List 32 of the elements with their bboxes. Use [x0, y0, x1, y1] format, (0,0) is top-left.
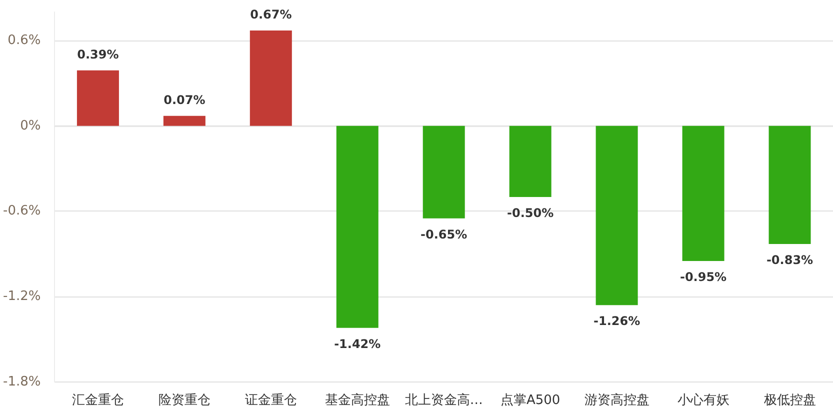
bar: [336, 126, 378, 328]
x-tick-label: 游资高控盘: [584, 392, 650, 408]
x-tick-label: 基金高控盘: [324, 392, 390, 408]
x-tick-label: 险资重仓: [158, 393, 210, 408]
y-tick-label: 0%: [20, 118, 41, 134]
x-tick-label: 小心有妖: [677, 392, 730, 408]
bar: [422, 126, 465, 218]
bar: [250, 30, 292, 126]
y-tick-label: -1.8%: [3, 374, 41, 390]
data-label: 0.07%: [164, 92, 206, 107]
bar: [76, 70, 119, 126]
data-label: -0.95%: [680, 270, 727, 284]
x-tick-label: 北上资金高…: [404, 392, 483, 408]
y-tick-label: 0.6%: [8, 32, 41, 48]
bar: [163, 116, 206, 126]
y-tick-label: -0.6%: [3, 204, 41, 219]
data-label: -0.50%: [507, 206, 554, 220]
bar: [509, 126, 552, 197]
data-label: -0.83%: [766, 252, 814, 267]
data-label: -1.26%: [594, 314, 640, 328]
data-label: 0.39%: [77, 47, 119, 62]
bar: [768, 126, 811, 244]
data-label: -1.42%: [334, 336, 381, 351]
bar: [596, 126, 638, 306]
x-tick-label: 汇金重仓: [72, 393, 124, 408]
x-tick-label: 极低控盘: [762, 393, 816, 408]
x-tick-label: 证金重仓: [244, 393, 297, 408]
data-label: -0.65%: [420, 227, 468, 242]
x-tick-label: 点掌A500: [500, 393, 560, 408]
y-tick-label: -1.2%: [3, 289, 41, 304]
data-label: 0.67%: [250, 8, 292, 22]
bar: [682, 126, 724, 262]
